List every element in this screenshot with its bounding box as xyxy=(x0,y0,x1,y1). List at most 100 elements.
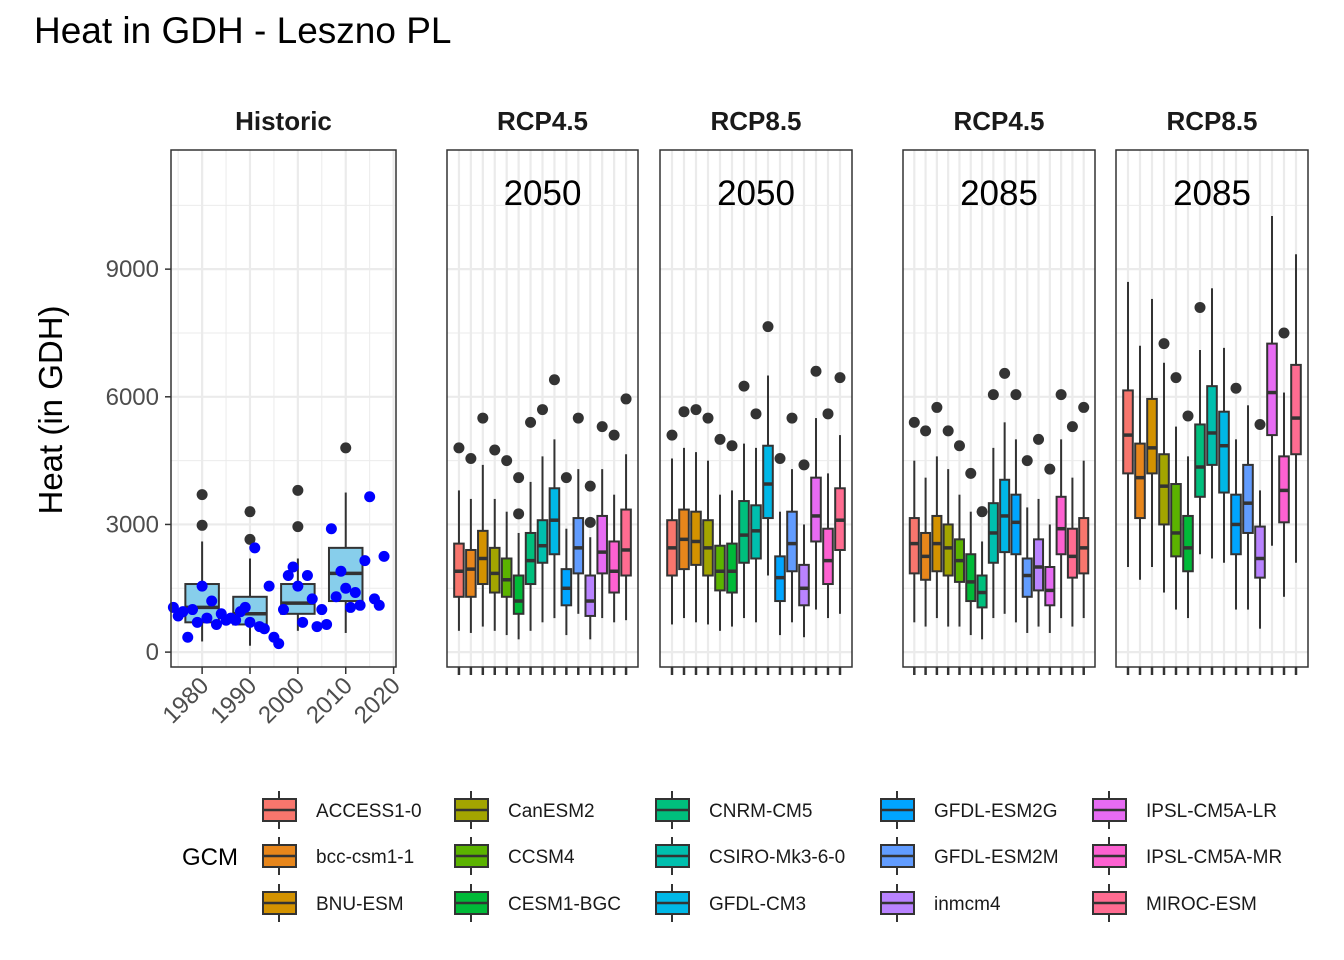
box-outlier xyxy=(920,425,931,436)
data-point xyxy=(240,602,251,613)
legend-label: IPSL-CM5A-LR xyxy=(1146,801,1277,822)
x-tick-label: 1990 xyxy=(205,672,262,729)
box-outlier xyxy=(1159,338,1170,349)
box-iqr xyxy=(966,554,975,601)
y-tick-label: 9000 xyxy=(106,256,159,283)
data-point xyxy=(249,542,260,553)
box-outlier xyxy=(597,421,608,432)
box-iqr xyxy=(585,576,595,616)
data-point xyxy=(331,591,342,602)
y-tick-label: 6000 xyxy=(106,384,159,411)
box-iqr xyxy=(514,576,524,614)
box-outlier xyxy=(1056,389,1067,400)
legend-item: GFDL-CM3 xyxy=(656,884,806,922)
box-outlier xyxy=(787,413,798,424)
box-outlier xyxy=(715,434,726,445)
legend-label: MIROC-ESM xyxy=(1146,894,1257,915)
strip-label: RCP8.5 xyxy=(1166,106,1257,136)
data-point xyxy=(278,604,289,615)
data-point xyxy=(292,581,303,592)
data-point xyxy=(264,581,275,592)
box-outlier xyxy=(823,408,834,419)
strip-label: Historic xyxy=(235,106,332,136)
box-outlier xyxy=(727,440,738,451)
box-outlier xyxy=(1067,421,1078,432)
box-outlier xyxy=(763,321,774,332)
box-outlier xyxy=(573,413,584,424)
data-point xyxy=(201,613,212,624)
box-outlier xyxy=(1010,389,1021,400)
box-plot xyxy=(1147,299,1157,567)
box-iqr xyxy=(597,516,607,573)
legend-label: GFDL-ESM2M xyxy=(934,847,1059,868)
box-outlier xyxy=(977,506,988,517)
box-iqr xyxy=(1267,344,1277,435)
box-outlier xyxy=(489,444,500,455)
data-point xyxy=(355,600,366,611)
legend-item: CSIRO-Mk3-6-0 xyxy=(656,837,845,875)
legend-label: IPSL-CM5A-MR xyxy=(1146,847,1282,868)
box-iqr xyxy=(727,544,737,593)
data-point xyxy=(273,638,284,649)
box-iqr xyxy=(811,478,821,542)
box-plot xyxy=(1159,338,1170,592)
box-outlier xyxy=(609,430,620,441)
box-plot xyxy=(1243,405,1253,609)
box-iqr xyxy=(621,510,631,576)
box-outlier xyxy=(513,472,524,483)
legend-label: CNRM-CM5 xyxy=(709,801,812,822)
legend-label: GFDL-ESM2G xyxy=(934,801,1058,822)
data-point xyxy=(302,570,313,581)
period-annotation: 2050 xyxy=(504,174,582,213)
box-iqr xyxy=(1207,386,1217,465)
box-outlier xyxy=(585,517,596,528)
box-plot xyxy=(667,430,678,625)
legend-item: inmcm4 xyxy=(881,884,1001,922)
box-outlier xyxy=(585,481,596,492)
box-outlier xyxy=(1183,410,1194,421)
box-plot xyxy=(1291,254,1301,562)
box-iqr xyxy=(1057,497,1066,554)
box-outlier xyxy=(703,413,714,424)
box-outlier xyxy=(679,406,690,417)
box-iqr xyxy=(1243,465,1253,533)
box-outlier xyxy=(1279,327,1290,338)
box-outlier xyxy=(537,404,548,415)
legend-item: ACCESS1-0 xyxy=(263,791,422,829)
data-point xyxy=(335,566,346,577)
box-outlier xyxy=(465,453,476,464)
box-iqr xyxy=(691,512,701,565)
box-iqr xyxy=(526,533,536,584)
box-outlier xyxy=(621,393,632,404)
box-outlier xyxy=(501,455,512,466)
legend-label: BNU-ESM xyxy=(316,894,404,915)
box-outlier xyxy=(1022,455,1033,466)
box-iqr xyxy=(823,529,833,584)
data-point xyxy=(211,619,222,630)
legend-item: bcc-csm1-1 xyxy=(263,837,414,875)
data-point xyxy=(350,587,361,598)
facet-panel: RCP4.52085 xyxy=(903,106,1095,675)
box-iqr xyxy=(787,512,797,572)
legend-item: CNRM-CM5 xyxy=(656,791,812,829)
box-outlier xyxy=(811,366,822,377)
box-outlier xyxy=(513,508,524,519)
box-outlier xyxy=(799,459,810,470)
legend-label: ACCESS1-0 xyxy=(316,801,422,822)
box-iqr xyxy=(1068,529,1077,578)
box-outlier xyxy=(739,381,750,392)
data-point xyxy=(259,623,270,634)
legend-label: CanESM2 xyxy=(508,801,595,822)
legend-label: CSIRO-Mk3-6-0 xyxy=(709,847,845,868)
y-tick-label: 3000 xyxy=(106,511,159,538)
box-outlier xyxy=(667,430,678,441)
strip-label: RCP4.5 xyxy=(497,106,588,136)
box-iqr xyxy=(1011,495,1020,555)
period-annotation: 2085 xyxy=(1173,174,1251,213)
data-point xyxy=(206,596,217,607)
box-outlier xyxy=(197,520,208,531)
x-tick-label: 2000 xyxy=(253,672,310,729)
box-outlier xyxy=(835,372,846,383)
legend-label: bcc-csm1-1 xyxy=(316,847,414,868)
